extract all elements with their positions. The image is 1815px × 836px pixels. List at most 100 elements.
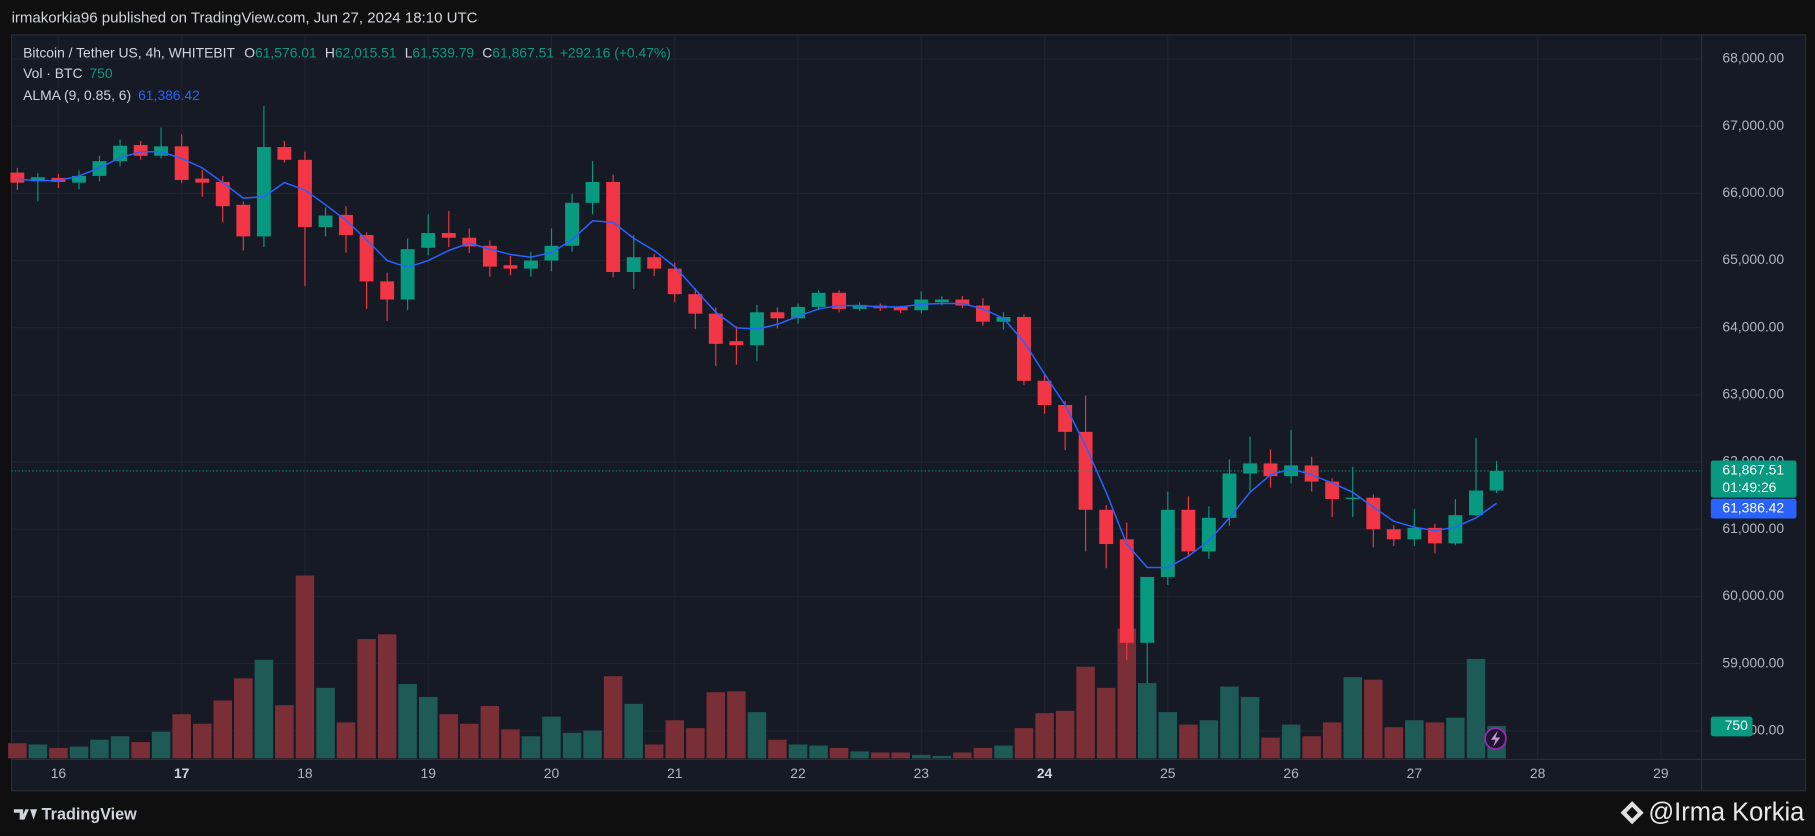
- replay-button[interactable]: [1484, 727, 1507, 750]
- volume-bar: [1096, 687, 1116, 759]
- volume-bar: [829, 747, 849, 759]
- volume-bar: [644, 744, 664, 759]
- x-tick-label: 24: [1037, 765, 1053, 781]
- y-tick-label: 59,000.00: [1722, 654, 1784, 670]
- volume-bar: [953, 752, 972, 759]
- x-tick-label: 29: [1653, 765, 1669, 781]
- candle-body: [688, 294, 703, 314]
- volume-bar: [973, 747, 993, 759]
- candle-body: [729, 341, 744, 346]
- candle-body: [975, 305, 990, 322]
- volume-bar: [1220, 686, 1239, 759]
- candle-body: [380, 281, 395, 300]
- volume-bar: [1014, 728, 1034, 759]
- symbol: Bitcoin / Tether US, 4h, WHITEBIT: [23, 44, 235, 60]
- candle-body: [133, 145, 148, 156]
- countdown-label: 01:49:26: [1722, 479, 1776, 495]
- volume-bar: [912, 754, 931, 759]
- candle-body: [955, 299, 970, 306]
- volume-bar: [665, 720, 685, 759]
- volume-bar: [583, 730, 602, 759]
- volume-bar: [850, 751, 869, 759]
- volume-bar: [747, 712, 767, 759]
- volume-bar: [891, 752, 910, 759]
- candle-body: [1427, 527, 1442, 544]
- x-tick-label: 28: [1530, 765, 1546, 781]
- candle-body: [770, 312, 785, 319]
- volume-bar: [870, 752, 890, 759]
- volume-bar: [460, 723, 479, 759]
- ohlc-value: 62,015.51: [335, 44, 397, 60]
- candle-body: [72, 175, 86, 183]
- candle-body: [30, 177, 45, 182]
- volume-bar: [562, 732, 582, 759]
- volume-bar: [1035, 713, 1054, 759]
- candle-body: [708, 313, 723, 344]
- volume-bar: [172, 714, 191, 759]
- candle-body: [647, 257, 662, 269]
- volume-bar: [1137, 683, 1157, 759]
- volume-bar: [788, 744, 808, 759]
- candle-body: [626, 257, 641, 272]
- candle-body: [482, 245, 497, 267]
- volume-bar: [1281, 724, 1301, 759]
- ohlc-value: 61,539.79: [412, 44, 474, 60]
- volume-bar: [542, 716, 561, 759]
- volume-bar: [193, 723, 212, 759]
- volume-bar: [1076, 666, 1095, 759]
- bolt-icon: [1490, 730, 1501, 747]
- candle-body: [462, 237, 477, 247]
- volume-bar: [480, 706, 500, 759]
- volume-bar: [686, 728, 705, 759]
- candle-body: [1181, 509, 1196, 552]
- y-tick-label: 65,000.00: [1722, 251, 1784, 267]
- volume-bar: [1425, 722, 1445, 759]
- x-tick-label: 20: [544, 765, 560, 781]
- alma-name: ALMA (9, 0.85, 6): [23, 87, 131, 103]
- candle-body: [934, 299, 949, 303]
- volume-bar: [357, 639, 376, 759]
- volume-bar: [418, 696, 438, 759]
- candle-body: [339, 214, 353, 236]
- x-tick-label: 26: [1283, 765, 1299, 781]
- candle-body: [893, 306, 908, 311]
- candle-body: [195, 178, 210, 183]
- candle-body: [1407, 527, 1422, 540]
- volume-bar: [234, 678, 253, 759]
- y-tick-label: 66,000.00: [1722, 184, 1784, 200]
- candle-body: [1099, 509, 1114, 545]
- candle-body: [1037, 380, 1052, 405]
- candle-body: [400, 249, 415, 300]
- volume-bar: [1446, 717, 1465, 759]
- volume-bar: [1261, 737, 1280, 759]
- volume-bar: [398, 683, 417, 759]
- y-tick-label: 64,000.00: [1722, 318, 1784, 334]
- candle-body: [1304, 465, 1319, 482]
- volume-value: 750: [89, 65, 112, 81]
- volume-bar: [932, 755, 952, 759]
- x-tick-label: 19: [420, 765, 436, 781]
- candle-body: [1325, 481, 1340, 500]
- last-price-label: 61,867.51: [1722, 462, 1784, 478]
- alma-legend: ALMA (9, 0.85, 6) 61,386.42: [23, 87, 200, 103]
- volume-bar: [521, 736, 541, 759]
- candle-body: [113, 145, 127, 162]
- candle-body: [318, 215, 333, 227]
- volume-bar: [49, 747, 68, 759]
- volume-bar: [377, 634, 397, 759]
- candle-body: [1243, 463, 1257, 474]
- publish-header: irmakorkia96 published on TradingView.co…: [12, 10, 478, 27]
- candle-body: [1119, 539, 1134, 643]
- volume-bar: [110, 736, 130, 759]
- legend-line: Bitcoin / Tether US, 4h, WHITEBIT O61,576…: [23, 44, 671, 60]
- ohlc-value: 61,867.51: [492, 44, 554, 60]
- x-tick-label: 16: [51, 765, 67, 781]
- volume-badge: [1710, 716, 1753, 737]
- volume-bar: [131, 742, 150, 759]
- x-tick-label: 25: [1160, 765, 1176, 781]
- volume-bar: [1302, 736, 1321, 759]
- candle-body: [1366, 497, 1381, 530]
- volume-bar: [1343, 677, 1362, 759]
